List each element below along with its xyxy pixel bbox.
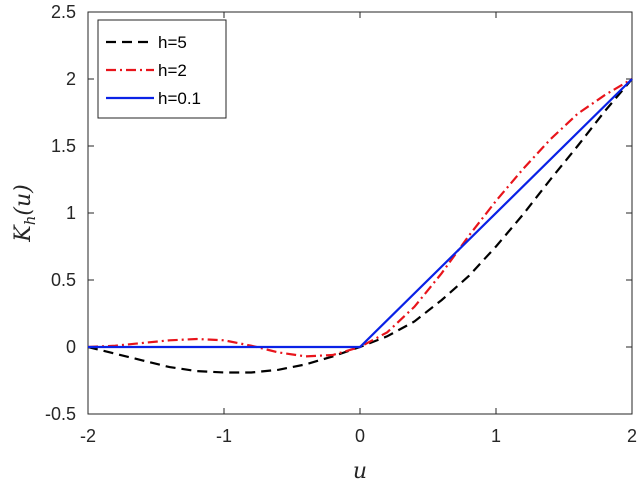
legend-label-2: h=2 xyxy=(158,61,187,80)
y-tick-label: 1 xyxy=(66,203,76,223)
y-tick-label: -0.5 xyxy=(45,404,76,424)
x-tick-label: -1 xyxy=(216,426,232,446)
series-layer xyxy=(87,78,633,374)
y-axis-label: Kh(u) xyxy=(11,184,39,242)
svg-text:Kh(u): Kh(u) xyxy=(11,184,39,242)
legend: h=5 h=2 h=0.1 xyxy=(97,19,227,119)
legend-label-3: h=0.1 xyxy=(158,89,201,108)
x-tick-label: 2 xyxy=(627,426,637,446)
y-axis-label-main: K xyxy=(11,224,36,243)
y-tick-label: 2 xyxy=(66,69,76,89)
x-tick-label: 1 xyxy=(491,426,501,446)
y-tick-label: 2.5 xyxy=(51,2,76,22)
legend-label-1: h=5 xyxy=(158,33,187,52)
legend-box xyxy=(97,19,227,119)
series-line-3 xyxy=(88,78,633,349)
x-tick-label: 0 xyxy=(355,426,365,446)
y-axis-label-sub: h xyxy=(21,216,39,226)
y-tick-label: 1.5 xyxy=(51,136,76,156)
y-tick-label: 0 xyxy=(66,337,76,357)
y-tick-label: 0.5 xyxy=(51,270,76,290)
x-tick-label: -2 xyxy=(80,426,96,446)
y-axis-label-arg: (u) xyxy=(11,184,36,215)
x-axis-label: u xyxy=(353,459,367,484)
